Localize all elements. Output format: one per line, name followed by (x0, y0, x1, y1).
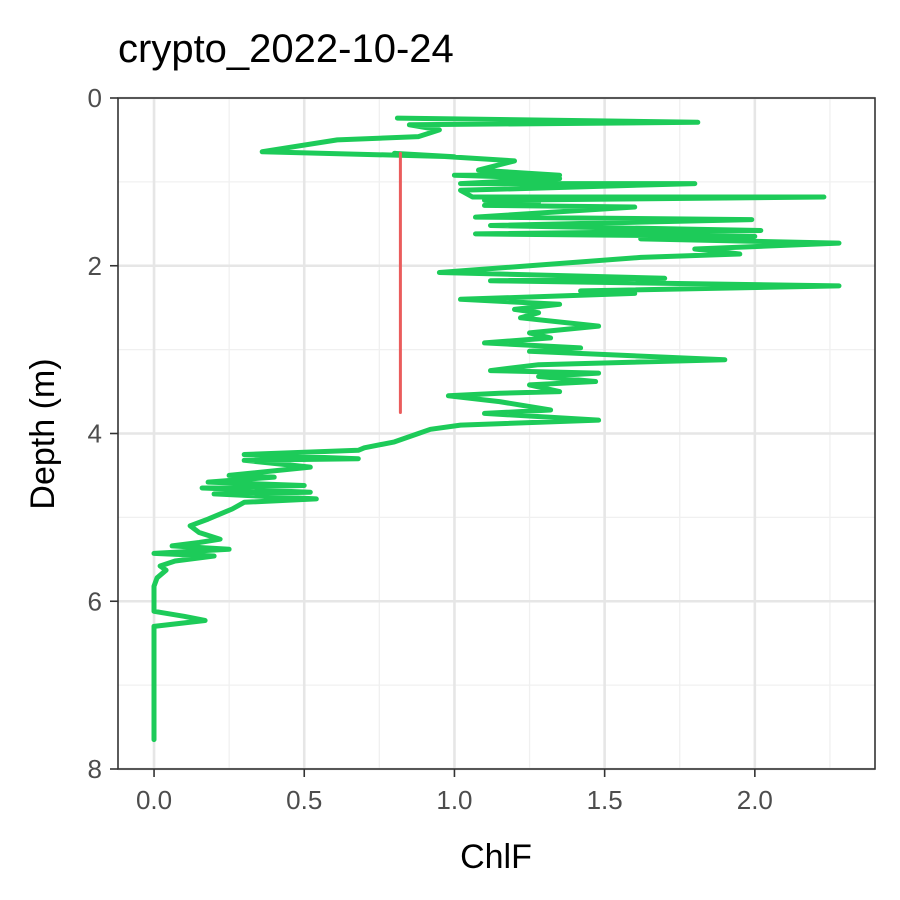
y-tick-label: 6 (88, 586, 102, 616)
chart-title: crypto_2022-10-24 (118, 27, 454, 71)
x-tick-label: 0.5 (286, 785, 322, 815)
x-tick-label: 2.0 (737, 785, 773, 815)
x-axis: 0.0 0.5 1.0 1.5 2.0 (136, 769, 773, 815)
x-tick-label: 1.0 (436, 785, 472, 815)
chlf-profile-line (151, 115, 842, 743)
y-tick-label: 4 (88, 419, 102, 449)
x-axis-title: ChlF (460, 838, 532, 876)
y-tick-label: 8 (88, 754, 102, 784)
series-layer (151, 115, 842, 743)
x-tick-label: 1.5 (587, 785, 623, 815)
y-axis: 0 2 4 6 8 (88, 83, 118, 784)
x-tick-label: 0.0 (136, 785, 172, 815)
y-axis-title: Depth (m) (24, 358, 62, 509)
y-tick-label: 0 (88, 83, 102, 113)
y-tick-label: 2 (88, 251, 102, 281)
